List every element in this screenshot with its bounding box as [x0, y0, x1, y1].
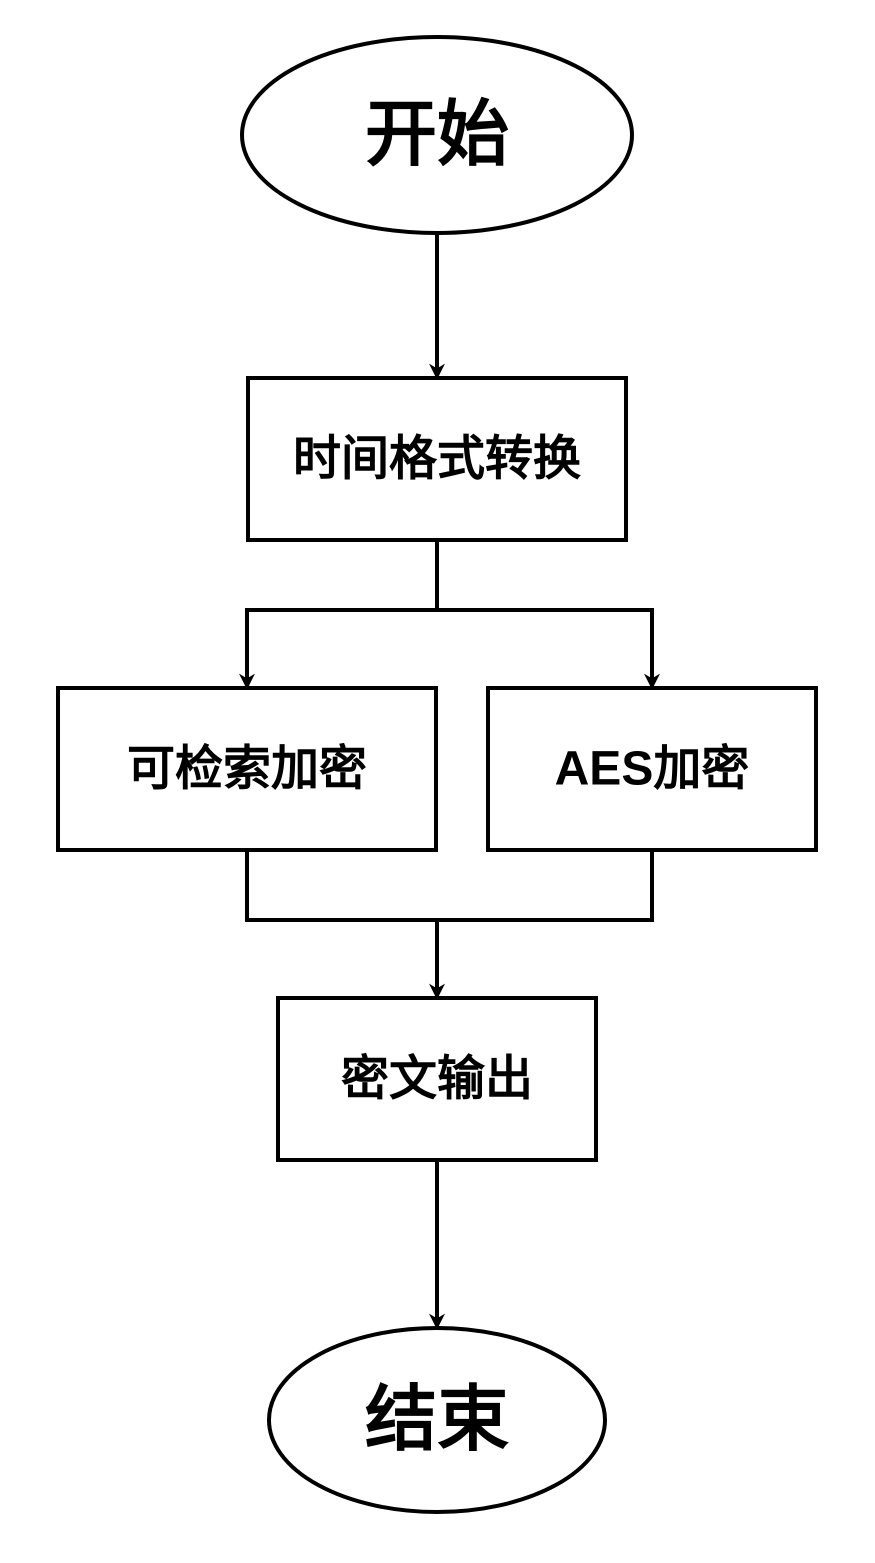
node-label-aes_encrypt: AES加密	[555, 743, 750, 796]
edge-e3_right	[437, 850, 652, 998]
edge-e2_right	[437, 540, 652, 688]
edge-e2_left	[247, 540, 437, 688]
node-label-time_format: 时间格式转换	[293, 433, 581, 486]
edge-e3_left	[247, 850, 437, 998]
node-searchable_encrypt: 可检索加密	[58, 688, 436, 850]
node-start: 开始	[242, 37, 632, 233]
node-aes_encrypt: AES加密	[488, 688, 816, 850]
node-label-start: 开始	[365, 95, 509, 175]
node-end: 结束	[269, 1328, 605, 1512]
flowchart-canvas: 开始时间格式转换可检索加密 AES加密密文输出结束	[0, 0, 875, 1563]
node-label-ciphertext_output: 密文输出	[341, 1053, 533, 1106]
node-ciphertext_output: 密文输出	[278, 998, 596, 1160]
node-label-end: 结束	[365, 1380, 509, 1460]
node-label-searchable_encrypt: 可检索加密	[127, 743, 367, 796]
node-time_format: 时间格式转换	[248, 378, 626, 540]
